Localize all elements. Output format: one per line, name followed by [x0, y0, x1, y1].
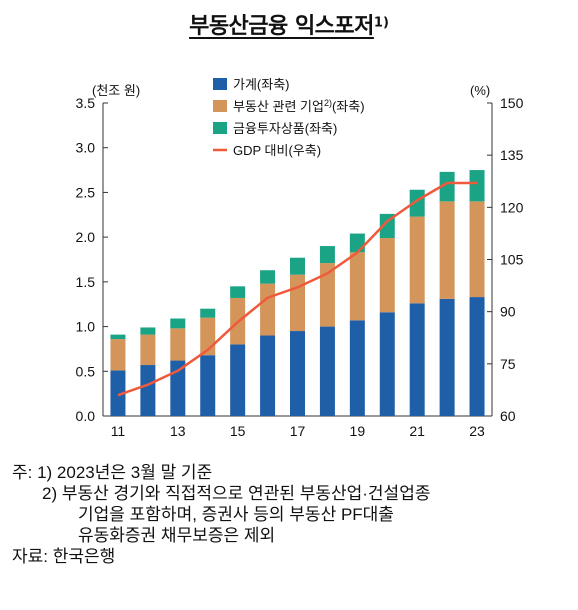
left-tick-label: 1.0 — [76, 319, 96, 335]
x-tick-label: 11 — [111, 423, 126, 439]
bar-segment — [469, 170, 485, 202]
bar-segment — [379, 312, 395, 416]
bar-segment — [170, 328, 186, 361]
left-tick-label: 2.0 — [76, 229, 96, 245]
bar-segment — [439, 171, 455, 202]
left-tick-label: 3.5 — [76, 95, 96, 111]
right-tick-label: 60 — [500, 408, 516, 424]
note-1: 주: 1) 2023년은 3월 말 기준 — [12, 463, 213, 482]
bar-segment — [230, 344, 246, 416]
right-tick-label: 75 — [500, 356, 516, 372]
bar-segment — [290, 257, 305, 275]
chart-bars — [110, 170, 485, 416]
bar-segment — [349, 320, 365, 416]
bar-segment — [230, 286, 246, 298]
legend-swatch — [213, 100, 227, 112]
bar-segment — [319, 246, 335, 264]
bar-segment — [170, 360, 186, 416]
chart-title: 부동산금융 익스포저 — [189, 14, 374, 39]
right-tick-label: 105 — [500, 252, 524, 268]
x-tick-label: 21 — [409, 423, 425, 439]
bar-segment — [110, 334, 126, 340]
x-tick-label: 13 — [170, 423, 186, 439]
left-tick-label: 2.5 — [76, 184, 96, 200]
right-tick-label: 135 — [500, 147, 524, 163]
legend-label: GDP 대비(우축) — [233, 143, 321, 158]
right-axis-unit: (%) — [470, 83, 490, 98]
bar-segment — [469, 201, 485, 298]
chart-title-footnote: 1) — [373, 15, 389, 31]
left-tick-label: 3.0 — [76, 140, 96, 156]
x-tick-label: 15 — [230, 423, 246, 439]
bar-segment — [409, 216, 425, 304]
bar-segment — [140, 334, 156, 366]
legend-label: 금융투자상품(좌축) — [233, 121, 337, 136]
left-tick-label: 0.5 — [76, 363, 96, 379]
bar-segment — [469, 297, 485, 416]
bar-segment — [439, 298, 455, 416]
right-tick-label: 120 — [500, 199, 524, 215]
right-tick-label: 90 — [500, 304, 516, 320]
note-2: 2) 부동산 경기와 직접적으로 연관된 부동산업·건설업종 — [42, 484, 431, 503]
bar-segment — [260, 270, 276, 284]
chart-title-wrap: 부동산금융 익스포저1) — [0, 8, 578, 40]
note-2-cont-2: 유동화증권 채무보증은 제외 — [78, 526, 276, 545]
chart-line — [117, 181, 478, 397]
bar-segment — [349, 252, 365, 321]
note-2-cont: 기업을 포함하며, 증권사 등의 부동산 PF대출 — [78, 505, 394, 524]
bar-segment — [110, 370, 126, 416]
legend-swatch — [213, 78, 227, 90]
left-tick-label: 0.0 — [76, 408, 96, 424]
bar-segment — [319, 263, 335, 327]
bar-segment — [439, 201, 455, 299]
left-axis-unit: (천조 원) — [92, 83, 140, 98]
bar-segment — [260, 335, 276, 416]
bar-segment — [260, 283, 276, 336]
right-tick-label: 150 — [500, 95, 524, 111]
bar-segment — [140, 365, 156, 416]
x-tick-label: 23 — [469, 423, 485, 439]
bar-segment — [140, 327, 156, 335]
bar-segment — [319, 326, 335, 416]
x-tick-label: 19 — [350, 423, 366, 439]
x-tick-label: 17 — [290, 423, 306, 439]
source-note: 자료: 한국은행 — [12, 547, 116, 566]
bar-segment — [110, 339, 126, 371]
chart-notes: 주: 1) 2023년은 3월 말 기준 2) 부동산 경기와 직접적으로 연관… — [12, 462, 572, 567]
bar-segment — [200, 355, 216, 416]
bar-segment — [290, 274, 305, 332]
bar-segment — [290, 331, 305, 416]
chart-axes: 0.0 0.5 1.0 1.5 2.0 2.5 3.0 3.5 60 75 90 105 120 135 1… — [76, 83, 524, 439]
bar-segment — [409, 303, 425, 416]
bar-segment — [349, 233, 365, 253]
chart-legend: 가계(좌축) 부동산 관련 기업2)(좌축) 금융투자상품(좌축) GDP 대비(우축… — [213, 77, 365, 158]
bar-segment — [170, 318, 186, 329]
bar-segment — [200, 308, 216, 318]
legend-label: 부동산 관련 기업2)(좌축) — [233, 98, 365, 114]
bar-segment — [409, 189, 425, 217]
bar-segment — [379, 238, 395, 313]
legend-swatch — [213, 122, 227, 134]
legend-label: 가계(좌축) — [233, 77, 290, 92]
left-tick-label: 1.5 — [76, 274, 96, 290]
stacked-bar-line-chart: 0.0 0.5 1.0 1.5 2.0 2.5 3.0 3.5 60 75 90 105 120 135 1… — [76, 77, 524, 439]
